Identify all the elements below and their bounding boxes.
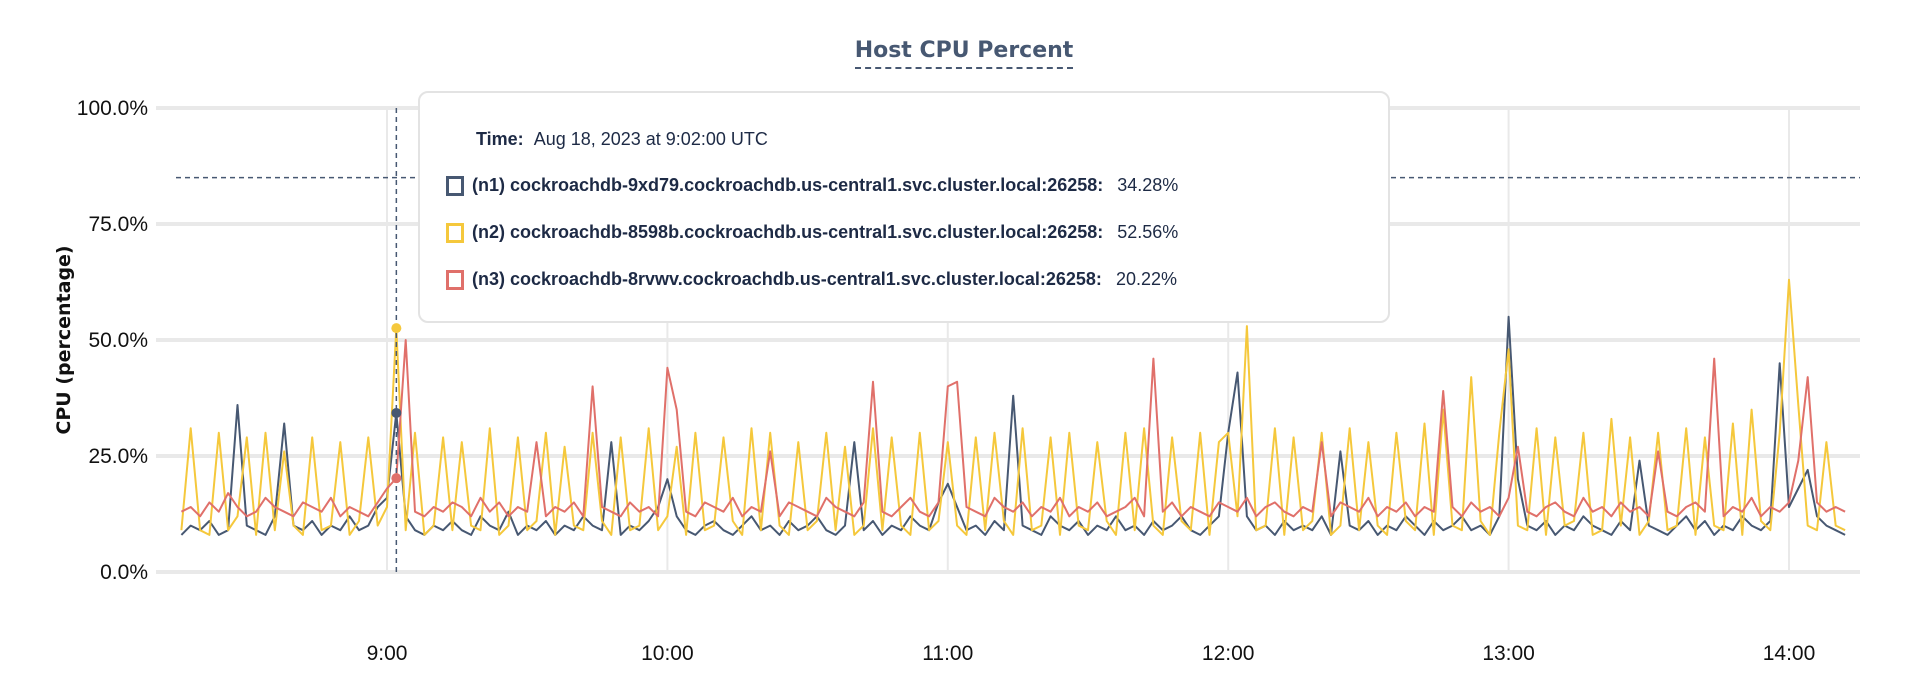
x-tick-label: 9:00 — [367, 642, 408, 665]
tooltip-row-n3: (n3) cockroachdb-8rvwv.cockroachdb.us-ce… — [446, 269, 1177, 290]
tooltip-time-value: Aug 18, 2023 at 9:02:00 UTC — [533, 129, 768, 149]
hover-point-n1 — [391, 407, 402, 418]
series-line-n3 — [180, 339, 1846, 518]
tooltip: Time: Aug 18, 2023 at 9:02:00 UTC (n1) co… — [418, 91, 1390, 323]
tooltip-row-value: 34.28% — [1117, 175, 1179, 195]
y-tick-label: 75.0% — [88, 213, 148, 236]
tooltip-row-label: (n2) cockroachdb-8598b.cockroachdb.us-ce… — [472, 222, 1104, 242]
tooltip-time: Time: Aug 18, 2023 at 9:02:00 UTC — [476, 129, 768, 150]
y-tick-label: 25.0% — [88, 445, 148, 468]
y-tick-label: 100.0% — [77, 97, 148, 120]
hover-markers — [391, 108, 402, 572]
x-tick-label: 12:00 — [1202, 642, 1255, 665]
x-axis: 9:00 10:00 11:00 12:00 13:00 14:00 — [367, 642, 1816, 665]
series-swatch-n2 — [446, 222, 464, 243]
tooltip-row-n1: (n1) cockroachdb-9xd79.cockroachdb.us-ce… — [446, 175, 1178, 196]
series-line-n2 — [180, 278, 1846, 536]
tooltip-row-label: (n3) cockroachdb-8rvwv.cockroachdb.us-ce… — [472, 269, 1102, 289]
tooltip-row-n2: (n2) cockroachdb-8598b.cockroachdb.us-ce… — [446, 222, 1178, 243]
series-swatch-n1 — [446, 175, 464, 196]
hover-point-n3 — [391, 473, 402, 484]
tooltip-time-label: Time: — [476, 129, 524, 149]
x-tick-label: 11:00 — [922, 642, 973, 665]
x-tick-label: 13:00 — [1482, 642, 1535, 665]
y-axis-label: CPU (percentage) — [53, 245, 75, 434]
chart-title[interactable]: Host CPU Percent — [854, 38, 1074, 69]
y-axis: 0.0% 25.0% 50.0% 75.0% 100.0% — [77, 97, 148, 584]
series-swatch-n3 — [446, 269, 464, 290]
x-tick-label: 14:00 — [1763, 642, 1816, 665]
y-tick-label: 50.0% — [88, 329, 148, 352]
series-lines — [180, 278, 1846, 536]
y-tick-label: 0.0% — [100, 561, 148, 584]
series-line-n1 — [180, 315, 1846, 536]
chart-title-wrap: Host CPU Percent — [0, 38, 1928, 69]
tooltip-row-value: 52.56% — [1117, 222, 1179, 242]
x-tick-label: 10:00 — [641, 642, 694, 665]
hover-point-n2 — [391, 323, 402, 334]
tooltip-row-label: (n1) cockroachdb-9xd79.cockroachdb.us-ce… — [472, 175, 1104, 195]
tooltip-row-value: 20.22% — [1115, 269, 1177, 289]
